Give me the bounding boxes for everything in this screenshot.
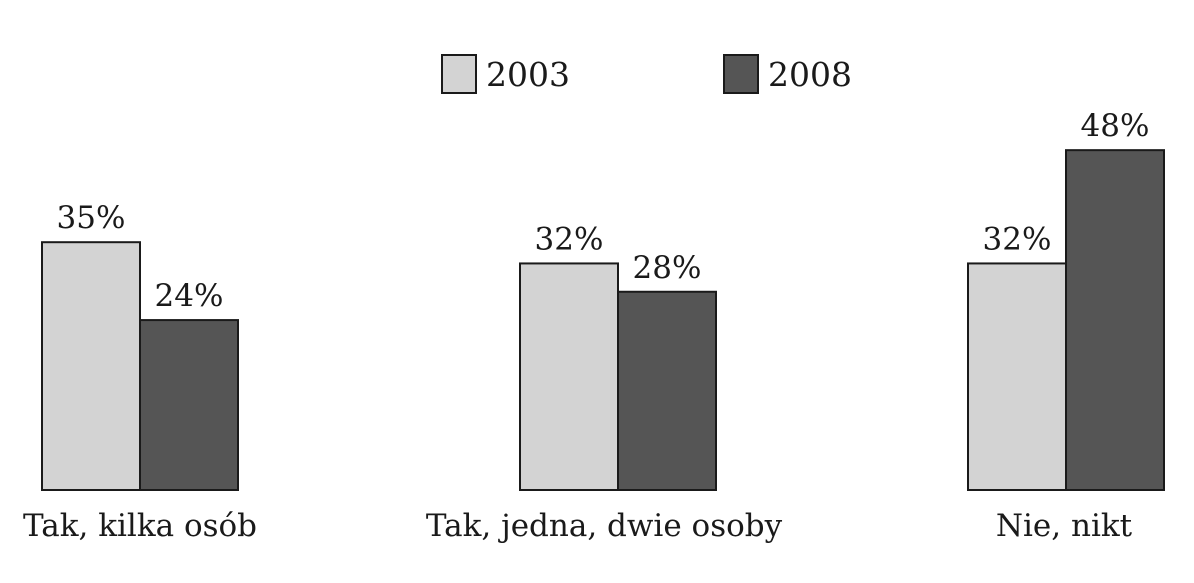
category-label-tak-jedna-dwie-osoby: Tak, jedna, dwie osoby bbox=[426, 508, 783, 544]
data-label-nie-nikt-2003: 32% bbox=[983, 221, 1052, 257]
data-label-tak-kilka-osob-2003: 35% bbox=[57, 200, 126, 236]
data-label-tak-jedna-dwie-osoby-2008: 28% bbox=[633, 250, 702, 286]
bar-tak-jedna-dwie-osoby-2003 bbox=[519, 262, 619, 491]
category-axis: Tak, kilka osób Tak, jedna, dwie osoby Nie… bbox=[23, 508, 1133, 544]
legend-label-2003: 2003 bbox=[486, 55, 570, 94]
category-label-tak-kilka-osob: Tak, kilka osób bbox=[23, 508, 257, 544]
bar-tak-jedna-dwie-osoby-2008 bbox=[617, 290, 717, 492]
data-label-tak-jedna-dwie-osoby-2003: 32% bbox=[535, 221, 604, 257]
bar-tak-kilka-osob-2003 bbox=[41, 241, 141, 491]
category-label-nie-nikt: Nie, nikt bbox=[996, 508, 1133, 544]
plot-area: 35% 24% 32% 28% 32% 48% bbox=[41, 108, 1165, 492]
legend: 2003 2008 bbox=[441, 54, 852, 94]
bar-nie-nikt-2003 bbox=[967, 262, 1067, 491]
legend-swatch-2003 bbox=[441, 54, 477, 94]
legend-swatch-2008 bbox=[723, 54, 759, 94]
legend-label-2008: 2008 bbox=[768, 55, 852, 94]
bar-nie-nikt-2008 bbox=[1065, 149, 1165, 491]
data-label-nie-nikt-2008: 48% bbox=[1081, 108, 1150, 144]
data-label-tak-kilka-osob-2008: 24% bbox=[155, 278, 224, 314]
bar-tak-kilka-osob-2008 bbox=[139, 319, 239, 491]
